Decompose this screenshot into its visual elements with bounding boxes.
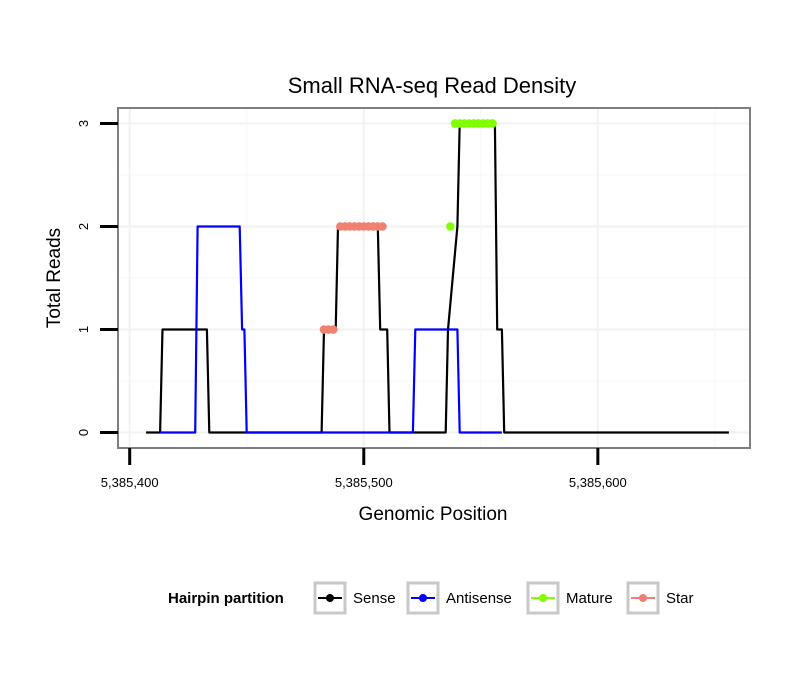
legend-key-point-sense (326, 594, 334, 602)
legend-label-sense: Sense (353, 590, 396, 607)
legend: Hairpin partition Sense Antisense Mature St… (168, 581, 694, 615)
y-tick-label: 2 (76, 223, 91, 230)
plot-border (117, 107, 751, 449)
legend-item-mature: Mature (526, 581, 613, 615)
series-point-mature (446, 222, 455, 231)
chart-title: Small RNA-seq Read Density (288, 73, 577, 98)
legend-item-antisense: Antisense (406, 581, 512, 615)
legend-item-sense: Sense (313, 581, 396, 615)
x-tick-label: 5,385,500 (335, 475, 393, 490)
legend-item-star: Star (626, 581, 694, 615)
legend-title: Hairpin partition (168, 590, 284, 607)
series-point-star (378, 222, 387, 231)
plot-area (117, 107, 751, 449)
y-tick-label: 0 (76, 429, 91, 436)
series-point-star (329, 325, 338, 334)
x-axis-title: Genomic Position (359, 504, 508, 525)
legend-items: Sense Antisense Mature Star (313, 581, 694, 615)
y-axis-title: Total Reads (44, 228, 65, 328)
legend-key-point-antisense (419, 594, 427, 602)
series-line-sense (146, 122, 729, 434)
legend-label-antisense: Antisense (446, 590, 512, 607)
series-point-mature (488, 119, 497, 128)
x-tick-label: 5,385,400 (101, 475, 159, 490)
series-line-antisense (160, 225, 502, 434)
x-axis: 5,385,400 5,385,500 5,385,600 (101, 448, 627, 490)
y-tick-label: 3 (76, 120, 91, 127)
legend-label-star: Star (666, 590, 694, 607)
x-tick-label: 5,385,600 (569, 475, 627, 490)
legend-label-mature: Mature (566, 590, 613, 607)
series-layer (146, 119, 729, 434)
y-axis: 0 1 2 3 (76, 120, 118, 436)
legend-key-point-star (639, 594, 647, 602)
y-tick-label: 1 (76, 326, 91, 333)
legend-key-point-mature (539, 594, 547, 602)
